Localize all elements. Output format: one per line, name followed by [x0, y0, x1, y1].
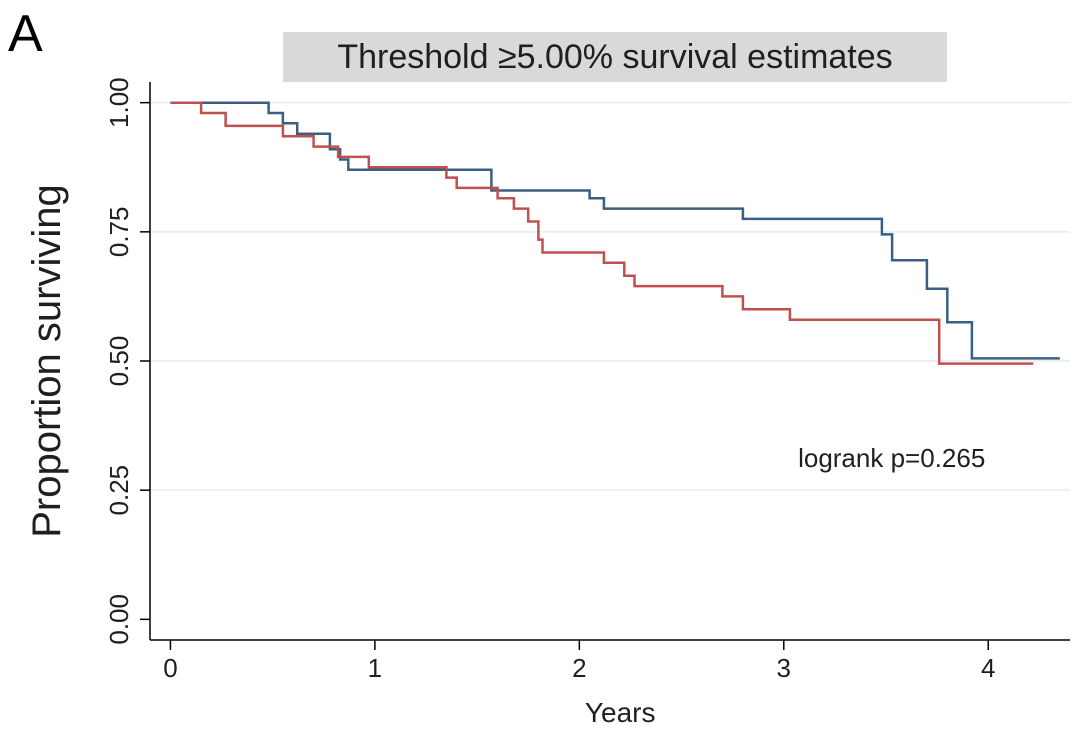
survival-curve-2: [170, 101, 1034, 365]
y-tick-label-2: 0.50: [104, 336, 134, 387]
x-tick-label-3: 3: [777, 653, 791, 683]
y-tick-label-0: 0.00: [104, 594, 134, 645]
chart-title: Threshold ≥5.00% survival estimates: [337, 38, 893, 76]
y-axis-title: Proportion surviving: [25, 184, 69, 538]
x-tick-label-4: 4: [981, 653, 995, 683]
y-tick-label-3: 0.75: [104, 207, 134, 258]
axis-labels: 0.00 0.25 0.50 0.75 1.00 0 1 2 3 4 Years Proportion…: [25, 77, 995, 728]
x-axis-title: Years: [585, 697, 656, 728]
survival-curve-1: [170, 101, 1060, 360]
grid-lines: [150, 101, 1070, 491]
logrank-annotation: logrank p=0.265: [798, 443, 985, 473]
x-tick-label-0: 0: [163, 653, 177, 683]
panel-label: A: [8, 5, 43, 63]
x-tick-label-1: 1: [368, 653, 382, 683]
y-tick-label-1: 0.25: [104, 465, 134, 516]
axes: [140, 82, 1070, 650]
survival-curves: [170, 101, 1060, 365]
y-tick-label-4: 1.00: [104, 77, 134, 128]
chart-title-background: [283, 32, 947, 82]
x-tick-label-2: 2: [572, 653, 586, 683]
